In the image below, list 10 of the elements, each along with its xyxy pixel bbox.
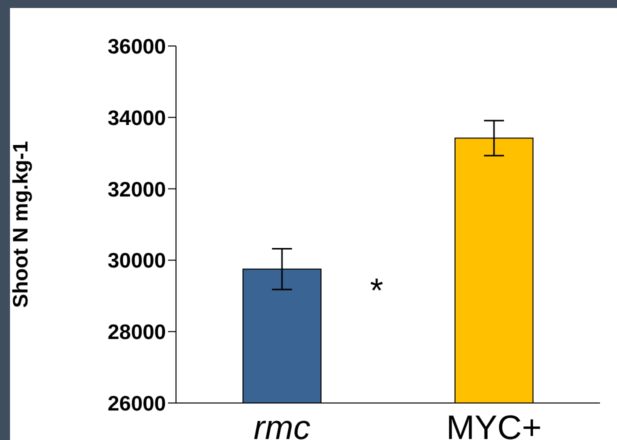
y-tick-label: 30000 (108, 250, 166, 273)
y-tick-label: 36000 (108, 35, 166, 58)
y-tick-label: 28000 (108, 321, 166, 344)
x-tick-label: rmc (254, 409, 310, 440)
y-tick-label: 34000 (108, 106, 166, 130)
y-axis-title: Shoot N mg.kg-1 (9, 140, 32, 308)
x-tick-label: MYC+ (446, 409, 542, 440)
annotation: * (370, 272, 384, 311)
y-tick-label: 26000 (108, 392, 166, 416)
y-tick-label: 32000 (108, 178, 166, 202)
